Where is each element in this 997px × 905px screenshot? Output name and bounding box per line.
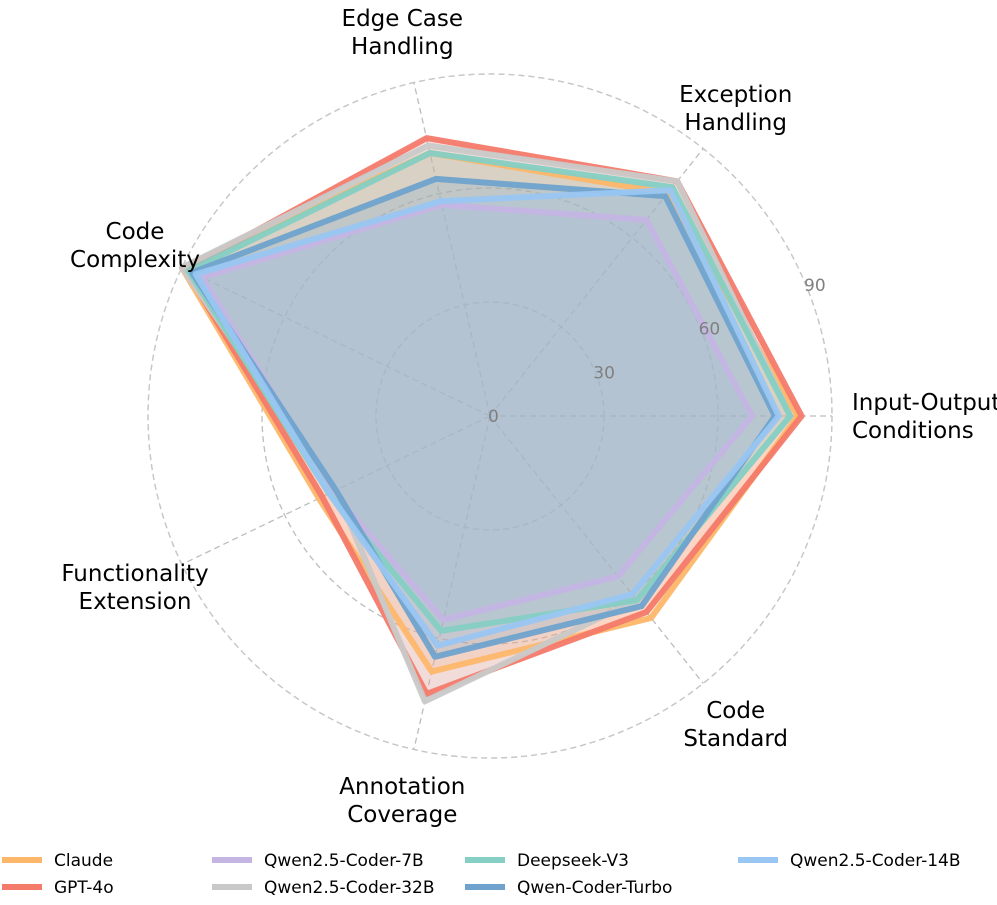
series-layer	[178, 135, 805, 705]
tick-label-30: 30	[593, 363, 615, 383]
axis-label-4-line-1: Extension	[79, 589, 192, 615]
legend: Claude GPT-4o Qwen2.5-Coder-7B Qwen2.5-Code…	[2, 851, 961, 898]
spoke-6	[489, 415, 704, 684]
radial-tick-labels: 0 30 60 90	[488, 276, 826, 427]
axis-label-3-line-1: Complexity	[70, 247, 200, 273]
legend-label-qwen2-5-coder-14b: Qwen2.5-Coder-14B	[790, 851, 961, 871]
axis-label-6-line-0: Code	[706, 698, 765, 724]
axis-label-0-line-1: Conditions	[852, 418, 974, 444]
legend-label-deepseek-v3: Deepseek-V3	[517, 851, 629, 871]
grid-ring-60	[261, 187, 719, 645]
spoke-3	[181, 267, 491, 417]
series-fill-qwen2-5-coder-32b	[181, 145, 791, 702]
tick-label-0: 0	[488, 407, 499, 427]
axis-label-6-line-1: Standard	[683, 726, 788, 752]
legend-label-gpt-4o: GPT-4o	[54, 878, 114, 898]
tick-label-90: 90	[804, 276, 826, 296]
axis-label-2-line-1: Handling	[351, 34, 454, 60]
axis-label-1-line-1: Handling	[684, 110, 787, 136]
series-line-qwen2-5-coder-14b	[192, 187, 782, 649]
tick-label-60: 60	[699, 320, 721, 340]
axis-label-4-line-0: Functionality	[61, 561, 208, 587]
legend-label-qwen2-5-coder-32b: Qwen2.5-Coder-32B	[264, 878, 435, 898]
axis-label-5-line-0: Annotation	[339, 774, 465, 800]
series-fill-qwen-coder-turbo	[192, 178, 776, 657]
legend-label-qwen-coder-turbo: Qwen-Coder-Turbo	[517, 878, 672, 898]
series-fill-gpt-4o	[185, 138, 802, 694]
axis-label-0-line-0: Input-Output	[852, 390, 997, 416]
series-fill-deepseek-v3	[188, 153, 791, 631]
axis-label-2-line-0: Edge Case	[342, 6, 463, 32]
axis-label-5-line-1: Coverage	[347, 802, 457, 828]
series-fill-qwen2-5-coder-14b	[195, 190, 779, 646]
axis-labels: Input-OutputConditionsExceptionHandlingE…	[61, 6, 997, 828]
series-fill-qwen2-5-coder-7b	[202, 204, 753, 620]
legend-label-claude: Claude	[54, 851, 113, 871]
axis-label-1-line-0: Exception	[679, 82, 792, 108]
axis-label-3-line-0: Code	[106, 219, 165, 245]
legend-label-qwen2-5-coder-7b: Qwen2.5-Coder-7B	[264, 851, 424, 871]
